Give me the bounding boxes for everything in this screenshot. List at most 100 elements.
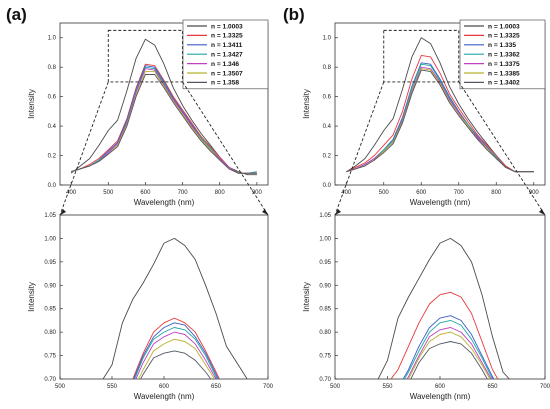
x-tick-label: 800 bbox=[491, 190, 502, 196]
x-tick-label: 400 bbox=[66, 190, 77, 196]
zoom-box-1 bbox=[383, 29, 460, 83]
series-line-4 bbox=[135, 331, 217, 379]
panel-b-label: (b) bbox=[283, 5, 305, 24]
chart-panel-1: 400 500 600 700 800 900 0.0 0.2 0.4 0.6 0.8 1.0 Wave… bbox=[302, 19, 546, 207]
legend-entry-3: n = 1.3427 bbox=[211, 52, 243, 59]
legend-entry-0: n = 1.0003 bbox=[488, 23, 520, 30]
y-tick-label: 1.05 bbox=[319, 213, 331, 219]
series-line-2 bbox=[133, 322, 219, 379]
series-line-5 bbox=[407, 331, 491, 379]
legend-entry-3: n = 1.3362 bbox=[488, 52, 520, 59]
series-line-3 bbox=[134, 327, 218, 379]
x-tick-label: 500 bbox=[103, 190, 114, 196]
x-tick-label: 700 bbox=[454, 190, 465, 196]
plot-frame bbox=[334, 22, 546, 186]
zoom-arrow-left-1 bbox=[335, 209, 341, 215]
series-line-1 bbox=[390, 291, 499, 379]
y-tick-label: 0.2 bbox=[48, 154, 57, 160]
series-lines bbox=[377, 237, 510, 379]
legend-entry-1: n = 1.3325 bbox=[488, 33, 520, 40]
legend: n = 1.0003 n = 1.3325 n = 1.335 n = 1.3362 n… bbox=[459, 19, 546, 90]
x-tick-label: 600 bbox=[435, 384, 446, 390]
zoom-indicators bbox=[59, 29, 546, 216]
x-tick-label: 500 bbox=[330, 384, 341, 390]
y-tick-label: 0.75 bbox=[319, 354, 331, 360]
legend-entry-5: n = 1.3507 bbox=[211, 70, 243, 77]
y-tick-label: 0.95 bbox=[44, 260, 56, 266]
chart-panel-0: 400 500 600 700 800 900 0.0 0.2 0.4 0.6 0.8 1.0 Wave… bbox=[27, 19, 269, 207]
chart-panel-2: 500 550 600 650 700 0.70 0.75 0.80 0.85 0.90 0.95 1… bbox=[27, 213, 274, 401]
y-tick-label: 0.70 bbox=[319, 377, 331, 383]
legend-entry-2: n = 1.3411 bbox=[211, 42, 243, 49]
series-line-2 bbox=[402, 315, 495, 379]
series-line-0 bbox=[102, 237, 248, 379]
y-axis-label: Intensity bbox=[27, 89, 36, 119]
y-tick-label: 0.6 bbox=[48, 95, 57, 101]
y-tick-label: 0.6 bbox=[323, 95, 332, 101]
y-tick-label: 0.0 bbox=[323, 183, 332, 189]
plot-frame bbox=[59, 22, 269, 186]
zoom-box-0 bbox=[107, 29, 184, 83]
legend-entry-1: n = 1.3325 bbox=[211, 33, 243, 40]
y-tick-label: 0.80 bbox=[319, 330, 331, 336]
zoom-arrow-right-1 bbox=[539, 209, 545, 215]
legend-entry-0: n = 1.0003 bbox=[211, 23, 243, 30]
y-tick-label: 0.70 bbox=[44, 377, 56, 383]
series-line-5 bbox=[138, 338, 216, 379]
legend-entry-4: n = 1.346 bbox=[211, 61, 239, 68]
y-tick-label: 0.85 bbox=[319, 307, 331, 313]
series-line-4 bbox=[406, 327, 492, 379]
y-axis-label: Intensity bbox=[302, 89, 311, 119]
y-tick-label: 0.90 bbox=[44, 283, 56, 289]
legend-entry-6: n = 1.358 bbox=[211, 80, 239, 87]
y-tick-label: 1.0 bbox=[323, 36, 332, 42]
series-line-3 bbox=[404, 319, 494, 379]
y-axis-label: Intensity bbox=[302, 282, 311, 312]
x-axis-label: Wavelength (nm) bbox=[410, 198, 471, 207]
zoom-arrow-right-0 bbox=[262, 209, 268, 215]
y-tick-label: 0.2 bbox=[323, 154, 332, 160]
y-axis-label: Intensity bbox=[27, 282, 36, 312]
y-tick-label: 0.90 bbox=[319, 283, 331, 289]
x-axis-label: Wavelength (nm) bbox=[134, 392, 195, 401]
zoom-arrow-left-0 bbox=[60, 209, 66, 215]
series-line-6 bbox=[70, 74, 257, 174]
series-lines bbox=[102, 237, 248, 379]
series-line-6 bbox=[140, 350, 212, 379]
plot-panels: 400 500 600 700 800 900 0.0 0.2 0.4 0.6 0.8 1.0 Wave… bbox=[27, 19, 550, 401]
x-tick-label: 700 bbox=[540, 384, 550, 390]
x-tick-label: 900 bbox=[529, 190, 540, 196]
zoom-connector-right-0 bbox=[182, 81, 269, 216]
x-axis-label: Wavelength (nm) bbox=[134, 198, 195, 207]
legend: n = 1.0003 n = 1.3325 n = 1.3411 n = 1.3427… bbox=[182, 19, 269, 90]
x-tick-label: 650 bbox=[211, 384, 222, 390]
y-tick-label: 0.80 bbox=[44, 330, 56, 336]
series-line-6 bbox=[346, 69, 534, 173]
x-tick-label: 600 bbox=[159, 384, 170, 390]
zoom-connector-left-1 bbox=[334, 81, 385, 216]
x-tick-label: 700 bbox=[263, 384, 274, 390]
x-tick-label: 700 bbox=[178, 190, 189, 196]
x-axis-label: Wavelength (nm) bbox=[410, 392, 471, 401]
series-lines bbox=[346, 37, 534, 173]
y-tick-label: 0.75 bbox=[44, 354, 56, 360]
y-tick-label: 0.4 bbox=[48, 124, 57, 130]
x-tick-label: 550 bbox=[382, 384, 393, 390]
x-tick-label: 550 bbox=[107, 384, 118, 390]
plot-frame bbox=[334, 214, 546, 380]
x-tick-label: 500 bbox=[55, 384, 66, 390]
y-tick-label: 1.00 bbox=[319, 236, 331, 242]
x-tick-label: 600 bbox=[140, 190, 151, 196]
y-tick-label: 0.0 bbox=[48, 183, 57, 189]
y-tick-label: 0.85 bbox=[44, 307, 56, 313]
series-lines bbox=[70, 38, 257, 176]
y-tick-label: 1.05 bbox=[44, 213, 56, 219]
panel-a-label: (a) bbox=[6, 5, 27, 24]
y-tick-label: 1.0 bbox=[48, 36, 57, 42]
x-tick-label: 600 bbox=[416, 190, 427, 196]
series-line-6 bbox=[410, 341, 488, 379]
x-tick-label: 650 bbox=[487, 384, 498, 390]
x-tick-label: 400 bbox=[341, 190, 352, 196]
y-tick-label: 0.4 bbox=[323, 124, 332, 130]
